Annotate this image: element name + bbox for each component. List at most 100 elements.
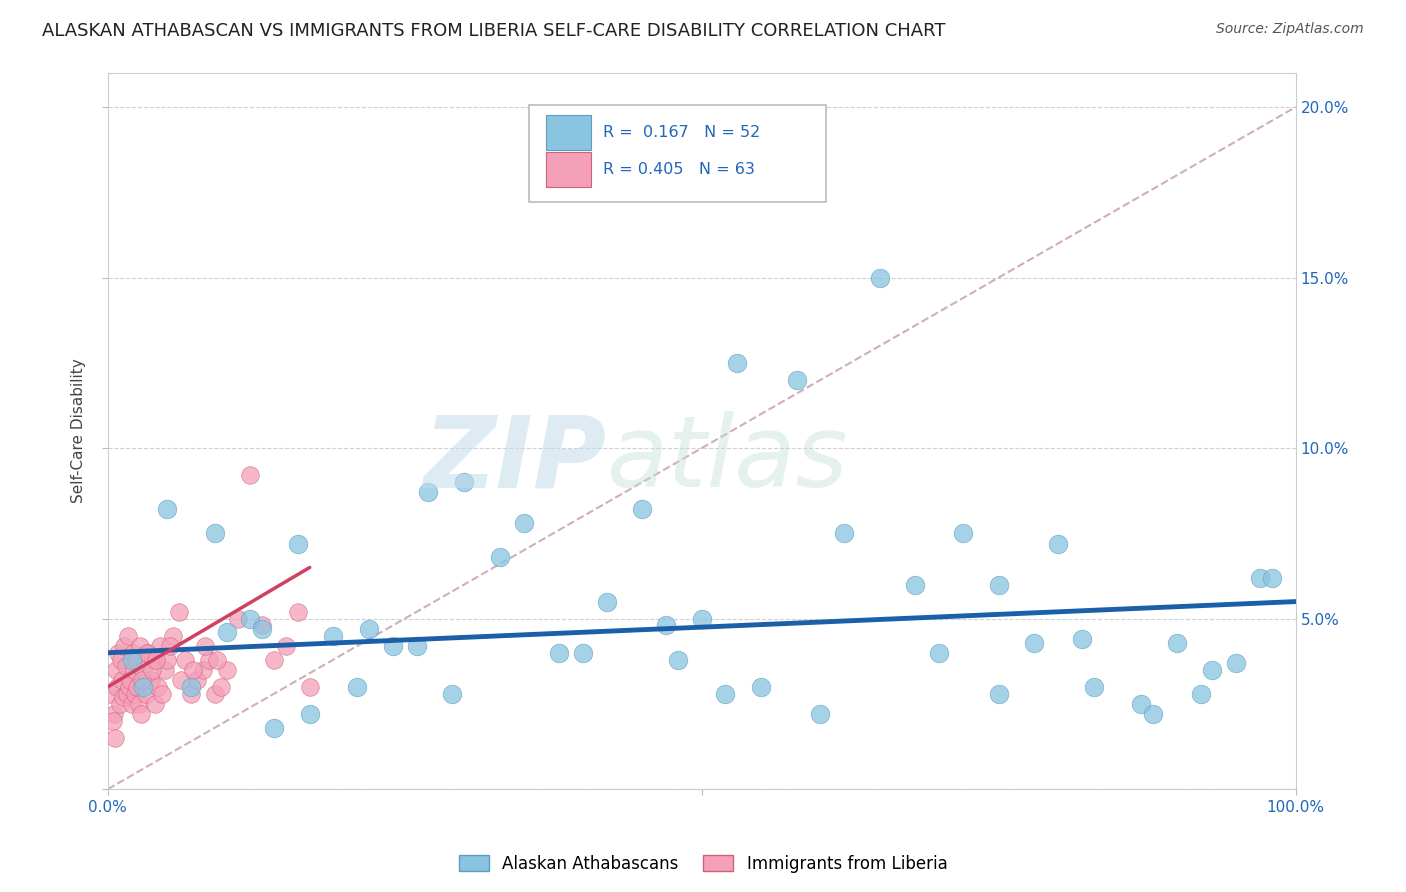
Point [108,697,131,711]
Point [725,356,748,370]
Point [111,673,134,687]
Point [141,663,163,677]
Point [1249,571,1271,585]
Point [132,663,155,677]
Point [274,639,297,653]
Point [121,646,143,660]
Point [174,652,197,666]
Point [112,690,135,704]
Point [239,612,262,626]
Text: R = 0.405   N = 63: R = 0.405 N = 63 [603,162,755,178]
Point [359,622,381,636]
Point [418,485,440,500]
Point [153,663,176,677]
Point [298,707,321,722]
Point [145,652,167,666]
Point [103,707,125,722]
Point [122,663,145,677]
Point [101,714,124,728]
Point [595,594,617,608]
Point [346,680,368,694]
Point [904,577,927,591]
FancyBboxPatch shape [546,153,591,186]
Point [167,605,190,619]
Point [156,652,179,666]
Text: Source: ZipAtlas.com: Source: ZipAtlas.com [1216,22,1364,37]
Point [209,680,232,694]
Point [125,652,148,666]
Point [115,687,138,701]
Point [162,629,184,643]
Point [104,731,127,745]
Point [239,468,262,483]
Point [143,697,166,711]
Point [1201,663,1223,677]
Point [631,502,654,516]
Point [100,687,122,701]
Point [298,680,321,694]
Point [381,639,404,653]
Point [170,673,193,687]
Point [129,707,152,722]
Point [1130,697,1153,711]
Point [136,646,159,660]
FancyBboxPatch shape [530,105,827,202]
Point [105,663,128,677]
Point [488,550,510,565]
Point [110,652,132,666]
Point [869,270,891,285]
Point [132,680,155,694]
Point [987,577,1010,591]
Point [124,687,146,701]
Point [1189,687,1212,701]
Point [666,652,689,666]
Point [191,663,214,677]
Point [512,516,534,530]
Point [121,697,143,711]
Point [690,612,713,626]
Point [204,687,226,701]
Point [181,663,204,677]
Point [205,652,228,666]
Point [250,618,273,632]
Point [112,639,135,653]
Point [322,629,344,643]
Point [987,687,1010,701]
Point [121,652,143,666]
Point [655,618,678,632]
Y-axis label: Self-Care Disability: Self-Care Disability [72,359,86,503]
Point [572,646,595,660]
FancyBboxPatch shape [546,115,591,150]
Point [832,526,855,541]
Point [405,639,427,653]
Point [139,673,162,687]
Point [194,639,217,653]
Point [107,646,129,660]
Text: ALASKAN ATHABASCAN VS IMMIGRANTS FROM LIBERIA SELF-CARE DISABILITY CORRELATION C: ALASKAN ATHABASCAN VS IMMIGRANTS FROM LI… [42,22,946,40]
Point [105,680,128,694]
Point [180,680,202,694]
Point [152,687,174,701]
Point [952,526,974,541]
Point [453,475,475,490]
Point [197,652,219,666]
Point [1070,632,1092,646]
Point [1166,635,1188,649]
Point [149,639,172,653]
Point [1083,680,1105,694]
Point [786,373,808,387]
Point [1142,707,1164,722]
Point [228,612,250,626]
Point [135,687,157,701]
Text: ZIP: ZIP [423,411,606,508]
Point [128,639,150,653]
Point [250,622,273,636]
Point [714,687,737,701]
Point [186,673,208,687]
Point [287,536,309,550]
Point [287,605,309,619]
Point [749,680,772,694]
Point [263,721,285,735]
Point [1225,656,1247,670]
Point [1261,571,1284,585]
